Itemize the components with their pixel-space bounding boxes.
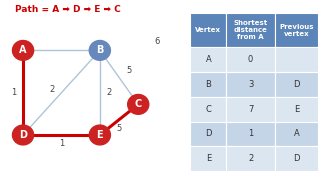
Text: A: A [19, 45, 27, 55]
Text: 1: 1 [248, 129, 253, 138]
FancyBboxPatch shape [275, 122, 318, 146]
Text: E: E [206, 154, 211, 163]
Circle shape [12, 40, 34, 60]
Circle shape [128, 94, 149, 114]
FancyBboxPatch shape [226, 13, 275, 48]
Circle shape [89, 125, 110, 145]
Text: A: A [294, 129, 300, 138]
Text: Path = A ➡ D ➡ E ➡ C: Path = A ➡ D ➡ E ➡ C [15, 5, 121, 14]
Text: E: E [294, 105, 299, 114]
Text: 0: 0 [248, 55, 253, 64]
Text: 1: 1 [59, 140, 64, 148]
FancyBboxPatch shape [190, 13, 226, 48]
FancyBboxPatch shape [190, 122, 226, 146]
FancyBboxPatch shape [190, 146, 226, 171]
Text: 5: 5 [126, 66, 131, 75]
Text: A: A [205, 55, 211, 64]
Text: 2: 2 [248, 154, 253, 163]
Text: 3: 3 [248, 80, 253, 89]
Text: D: D [293, 80, 300, 89]
Text: 2: 2 [107, 88, 112, 97]
Text: C: C [135, 99, 142, 109]
FancyBboxPatch shape [226, 72, 275, 97]
FancyBboxPatch shape [190, 72, 226, 97]
Text: D: D [293, 154, 300, 163]
FancyBboxPatch shape [190, 48, 226, 72]
FancyBboxPatch shape [226, 146, 275, 171]
Circle shape [89, 40, 110, 60]
FancyBboxPatch shape [190, 97, 226, 122]
Text: Shortest
distance
from A: Shortest distance from A [233, 20, 268, 40]
Text: Previous
vertex: Previous vertex [279, 24, 314, 37]
FancyBboxPatch shape [226, 97, 275, 122]
Text: 7: 7 [248, 105, 253, 114]
FancyBboxPatch shape [275, 13, 318, 48]
FancyBboxPatch shape [275, 97, 318, 122]
Text: 1: 1 [11, 88, 16, 97]
Text: B: B [205, 80, 211, 89]
Text: C: C [205, 105, 211, 114]
Text: 5: 5 [116, 124, 122, 133]
Circle shape [12, 125, 34, 145]
Text: E: E [97, 130, 103, 140]
Text: B: B [96, 45, 104, 55]
Text: D: D [19, 130, 27, 140]
FancyBboxPatch shape [275, 146, 318, 171]
FancyBboxPatch shape [275, 48, 318, 72]
Text: 2: 2 [49, 85, 54, 94]
FancyBboxPatch shape [226, 48, 275, 72]
Text: 6: 6 [155, 37, 160, 46]
FancyBboxPatch shape [226, 122, 275, 146]
FancyBboxPatch shape [275, 72, 318, 97]
Text: D: D [205, 129, 212, 138]
Text: Vertex: Vertex [195, 27, 221, 33]
